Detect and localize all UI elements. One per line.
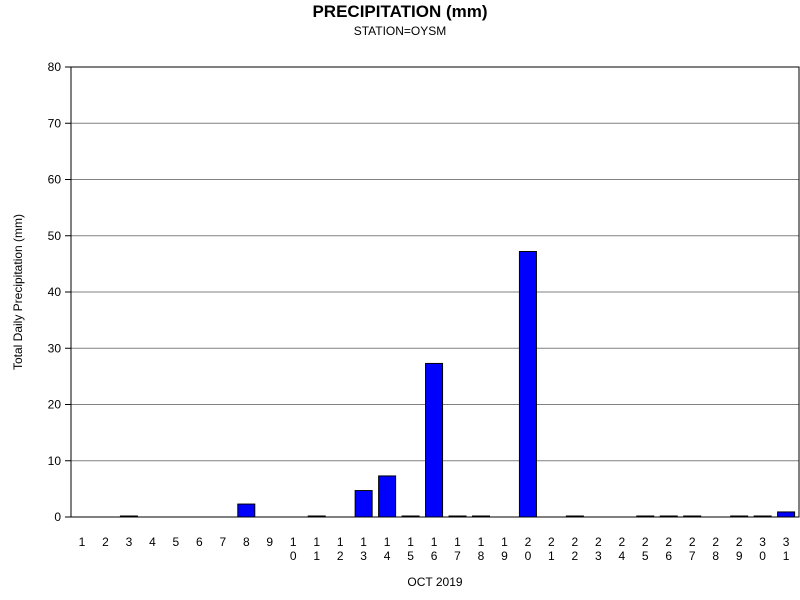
y-tick-label: 40 <box>48 285 62 299</box>
plot-frame <box>70 66 800 518</box>
x-tick-label: 2 <box>102 535 109 549</box>
x-axis-label: OCT 2019 <box>407 575 462 589</box>
x-tick-label: 3 <box>126 535 133 549</box>
x-tick-label: 7 <box>219 535 226 549</box>
x-tick-label: 5 <box>173 535 180 549</box>
y-tick-label: 80 <box>48 60 62 74</box>
bar-day-14 <box>378 475 397 518</box>
y-tick-label: 0 <box>54 510 61 524</box>
grid-lines <box>71 66 799 462</box>
y-axis-ticks: 0 10 20 30 40 50 60 70 80 <box>48 60 71 524</box>
y-tick-label: 60 <box>48 173 62 187</box>
bar-day-8 <box>237 503 256 518</box>
bar-day-20 <box>518 251 537 518</box>
x-tick-label: 8 <box>243 535 250 549</box>
x-tick-label: 1 <box>79 535 86 549</box>
y-tick-label: 20 <box>48 398 62 412</box>
y-axis-label: Total Daily Precipitation (mm) <box>11 214 25 370</box>
x-axis-ticks: 1 2 3 4 5 6 7 8 9 1 01 11 21 31 41 51 61 71 81 92 02 12 22 32 42… <box>79 535 790 563</box>
x-tick-label: 9 <box>266 535 273 549</box>
bar-day-16 <box>425 362 444 518</box>
y-tick-label: 30 <box>48 341 62 355</box>
x-tick-label: 4 <box>149 535 156 549</box>
bar-day-13 <box>354 490 373 518</box>
bar-day-31 <box>777 511 796 518</box>
chart-subtitle: STATION=OYSM <box>354 24 447 38</box>
y-tick-label: 10 <box>48 454 62 468</box>
y-tick-label: 70 <box>48 116 62 130</box>
chart-title: PRECIPITATION (mm) <box>312 2 487 21</box>
bars-group <box>119 251 796 518</box>
x-tick-label: 6 <box>196 535 203 549</box>
y-tick-label: 50 <box>48 229 62 243</box>
